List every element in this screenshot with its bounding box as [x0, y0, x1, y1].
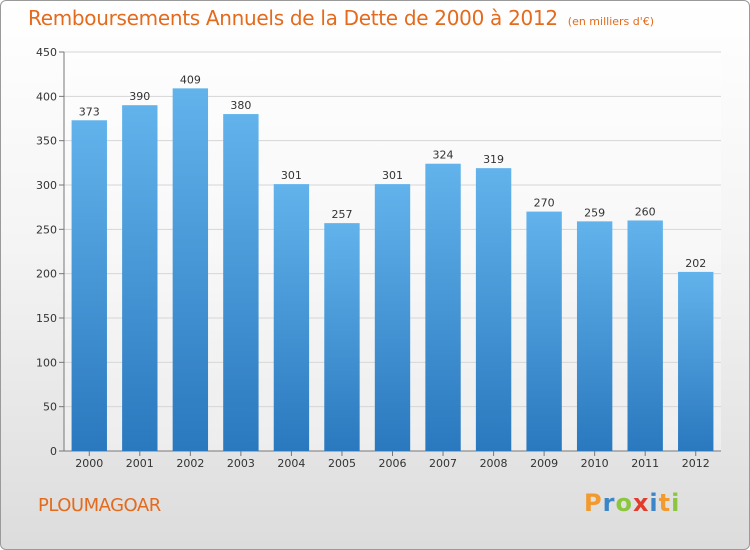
y-tick-label: 450 [36, 46, 57, 59]
bar-2002 [172, 88, 209, 451]
logo-letter: i [671, 489, 681, 517]
x-tick-label-2001: 2001 [126, 457, 154, 470]
bar-2007 [425, 163, 461, 451]
logo-letter: P [584, 489, 603, 517]
bar-2006 [374, 184, 411, 451]
bar-2005 [324, 223, 360, 451]
y-tick-label: 100 [36, 356, 57, 369]
bar-2011 [627, 220, 663, 451]
data-label-2007: 324 [433, 149, 454, 162]
y-tick-label: 0 [50, 445, 57, 458]
logo-letter: r [602, 489, 616, 517]
y-tick-label: 250 [36, 223, 57, 236]
x-tick-label-2012: 2012 [682, 457, 710, 470]
y-tick-label: 350 [36, 135, 57, 148]
y-tick-label: 50 [43, 401, 57, 414]
data-label-2001: 390 [129, 90, 150, 103]
x-tick-label-2000: 2000 [75, 457, 103, 470]
x-tick-label-2004: 2004 [277, 457, 305, 470]
bar-2009 [526, 211, 562, 451]
bar-2010 [576, 221, 613, 451]
x-tick-label-2002: 2002 [176, 457, 204, 470]
data-label-2008: 319 [483, 153, 504, 166]
logo-letter: t [658, 489, 672, 517]
x-tick-label-2009: 2009 [530, 457, 558, 470]
proxiti-logo[interactable]: Proxiti [584, 489, 680, 517]
data-label-2009: 270 [534, 197, 555, 210]
data-label-2012: 202 [685, 257, 706, 270]
data-label-2010: 259 [584, 206, 605, 219]
y-tick-label: 300 [36, 179, 57, 192]
data-label-2003: 380 [230, 99, 251, 112]
data-label-2002: 409 [180, 73, 201, 86]
commune-name: PLOUMAGOAR [38, 495, 161, 516]
logo-letter: x [632, 489, 650, 517]
x-tick-label-2010: 2010 [581, 457, 609, 470]
y-tick-label: 150 [36, 312, 57, 325]
data-label-2006: 301 [382, 169, 403, 182]
bar-2001 [122, 105, 158, 451]
bar-2000 [71, 120, 107, 452]
chart-title-text: Remboursements Annuels de la Dette de 20… [28, 6, 558, 30]
logo-letter: i [649, 489, 659, 517]
logo-letter: o [615, 489, 633, 517]
x-tick-label-2007: 2007 [429, 457, 457, 470]
bar-2008 [475, 168, 512, 452]
x-tick-label-2003: 2003 [227, 457, 255, 470]
data-label-2005: 257 [331, 208, 352, 221]
data-label-2011: 260 [635, 205, 656, 218]
data-label-2004: 301 [281, 169, 302, 182]
y-tick-label: 400 [36, 90, 57, 103]
chart-subtitle: (en milliers d'€) [567, 15, 655, 28]
x-tick-label-2006: 2006 [379, 457, 407, 470]
bar-2012 [678, 271, 714, 451]
bar-2003 [223, 114, 259, 452]
data-label-2000: 373 [79, 105, 100, 118]
x-tick-label-2011: 2011 [631, 457, 659, 470]
bar-2004 [273, 184, 310, 451]
y-tick-label: 200 [36, 268, 57, 281]
x-tick-label-2008: 2008 [480, 457, 508, 470]
x-tick-label-2005: 2005 [328, 457, 356, 470]
chart-title: Remboursements Annuels de la Dette de 20… [28, 6, 654, 30]
